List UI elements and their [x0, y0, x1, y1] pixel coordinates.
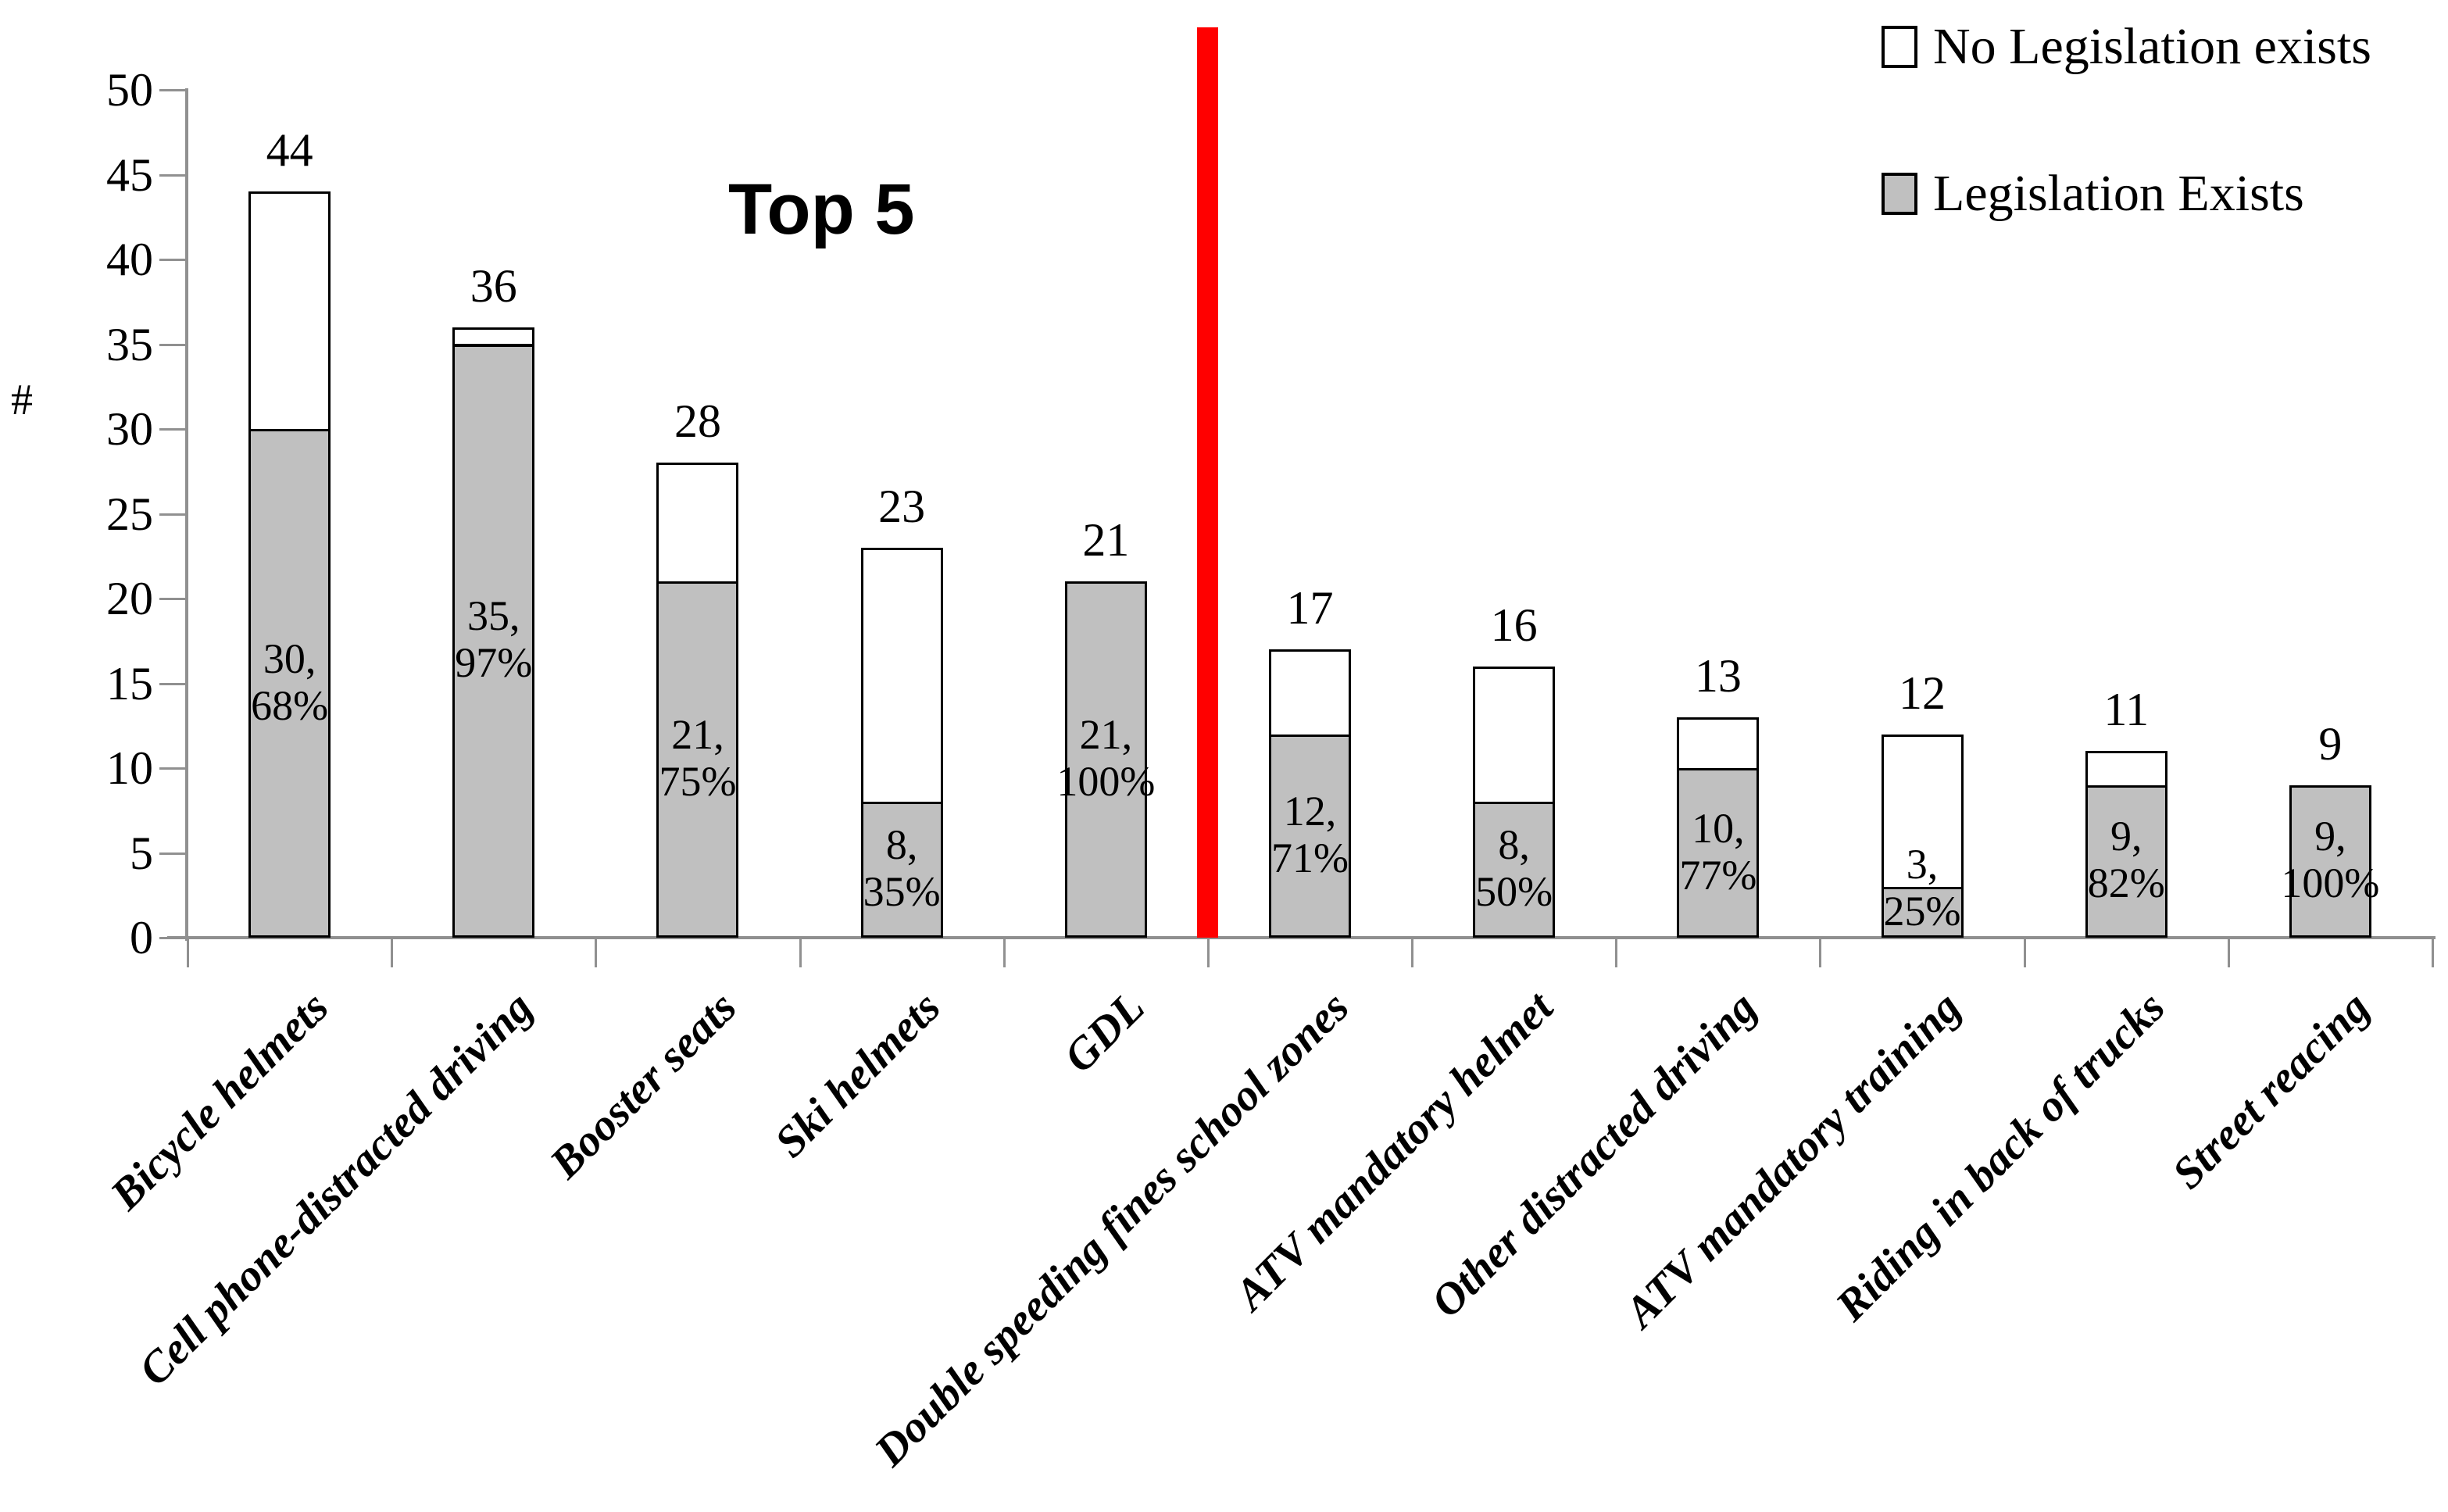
- bar-segment-no-legislation: [1677, 717, 1760, 770]
- bar-value-label: 21, 75%: [659, 711, 737, 806]
- x-tick: [187, 938, 189, 967]
- x-tick: [1819, 938, 1822, 967]
- bar-segment-no-legislation: [2085, 751, 2167, 788]
- bar-total-label: 44: [266, 124, 313, 177]
- bar-value-label: 35, 97%: [455, 592, 533, 687]
- y-tick: [159, 598, 185, 600]
- bar-segment-legislation-exists: [860, 802, 943, 938]
- bar-segment-legislation-exists: [1269, 734, 1351, 938]
- x-tick: [2432, 938, 2434, 967]
- chart-title: Top 5: [728, 170, 915, 249]
- y-axis-line: [185, 88, 188, 941]
- x-tick: [1002, 938, 1006, 967]
- y-tick: [159, 513, 185, 516]
- y-tick-label: 25: [106, 488, 153, 540]
- category-label: GDL: [1054, 982, 1155, 1082]
- bar-total-label: 36: [470, 259, 517, 312]
- bar-total-label: 21: [1082, 514, 1130, 567]
- y-tick: [159, 259, 185, 261]
- y-tick: [159, 173, 185, 177]
- bar-value-label: 3, 25%: [1883, 841, 1961, 935]
- legend-label-legislation-exists: Legislation Exists: [1933, 165, 2304, 222]
- bar-total-label: 13: [1694, 649, 1742, 702]
- category-label: Cell phone-distracted driving: [129, 982, 542, 1396]
- bar-segment-legislation-exists: [1473, 802, 1556, 938]
- bar-total-label: 12: [1899, 667, 1946, 719]
- y-tick-label: 20: [106, 573, 153, 624]
- y-tick: [159, 682, 185, 685]
- legend-label-no-legislation: No Legislation exists: [1933, 18, 2371, 75]
- bar-total-label: 17: [1286, 582, 1334, 634]
- category-label: Street reacing: [2162, 982, 2379, 1199]
- bar-value-label: 9, 82%: [2087, 813, 2165, 907]
- x-tick: [799, 938, 802, 967]
- legend-swatch-no-legislation-icon: [1882, 26, 1917, 68]
- top5-divider-line: [1197, 27, 1218, 938]
- bar-segment-legislation-exists: [1677, 768, 1760, 938]
- y-tick: [159, 343, 185, 346]
- bar-total-label: 9: [2318, 717, 2343, 770]
- bar-total-label: 23: [878, 480, 926, 532]
- y-tick: [159, 937, 185, 939]
- y-tick-label: 10: [106, 742, 153, 794]
- x-tick: [1411, 938, 1414, 967]
- y-tick: [159, 852, 185, 855]
- bar-value-label: 30, 68%: [251, 634, 329, 729]
- legend: No Legislation exists Legislation Exists: [1882, 0, 2448, 234]
- y-tick: [159, 767, 185, 770]
- bar-value-label: 12, 71%: [1271, 787, 1349, 881]
- y-axis-label: #: [11, 376, 33, 424]
- legend-swatch-legislation-exists-icon: [1882, 173, 1917, 215]
- y-tick-label: 0: [130, 912, 153, 963]
- category-label: Riding in back of trucks: [1826, 982, 2175, 1331]
- bar-value-label: 8, 35%: [863, 821, 941, 916]
- bar-segment-no-legislation: [1269, 649, 1351, 737]
- y-tick: [159, 89, 185, 91]
- bar-segment-legislation-exists: [1064, 581, 1147, 938]
- bar-segment-legislation-exists: [2289, 785, 2371, 938]
- bar-segment-no-legislation: [1473, 666, 1556, 805]
- category-label: ATV mandatory training: [1616, 982, 1971, 1338]
- bar-total-label: 16: [1490, 599, 1538, 651]
- bar-segment-legislation-exists: [2085, 785, 2167, 938]
- bar-segment-legislation-exists: [1881, 886, 1964, 938]
- x-tick: [1615, 938, 1618, 967]
- y-tick-label: 45: [106, 148, 153, 201]
- y-tick-label: 15: [106, 657, 153, 710]
- bar-segment-no-legislation: [248, 191, 331, 431]
- y-tick-label: 35: [106, 318, 153, 370]
- bar-segment-legislation-exists: [248, 429, 331, 938]
- bar-total-label: 28: [674, 395, 721, 448]
- bar-total-label: 11: [2103, 684, 2150, 736]
- bar-value-label: 9, 100%: [2281, 813, 2380, 907]
- bar-segment-no-legislation: [860, 547, 943, 805]
- x-tick: [2227, 938, 2230, 967]
- y-tick-label: 40: [106, 234, 153, 285]
- x-tick: [1206, 938, 1210, 967]
- legend-item-no-legislation: No Legislation exists: [1882, 19, 2371, 75]
- bar-value-label: 21, 100%: [1056, 711, 1156, 806]
- x-tick: [595, 938, 598, 967]
- bar-segment-legislation-exists: [656, 581, 739, 938]
- category-label: Booster seats: [540, 982, 746, 1189]
- x-tick: [2023, 938, 2026, 967]
- category-label: Ski helmets: [765, 982, 950, 1167]
- y-tick-label: 50: [106, 64, 153, 116]
- bar-segment-no-legislation: [1881, 734, 1964, 889]
- y-tick: [159, 428, 185, 431]
- bar-value-label: 8, 50%: [1475, 821, 1553, 916]
- category-label: Bicycle helmets: [101, 982, 338, 1220]
- bar-segment-no-legislation: [656, 463, 739, 584]
- bar-value-label: 10, 77%: [1679, 804, 1757, 899]
- x-tick: [391, 938, 394, 967]
- y-tick-label: 5: [130, 827, 153, 879]
- legend-item-legislation-exists: Legislation Exists: [1882, 166, 2304, 222]
- y-tick-label: 30: [106, 403, 153, 455]
- x-axis-line: [167, 936, 2435, 939]
- bar-segment-legislation-exists: [452, 344, 535, 938]
